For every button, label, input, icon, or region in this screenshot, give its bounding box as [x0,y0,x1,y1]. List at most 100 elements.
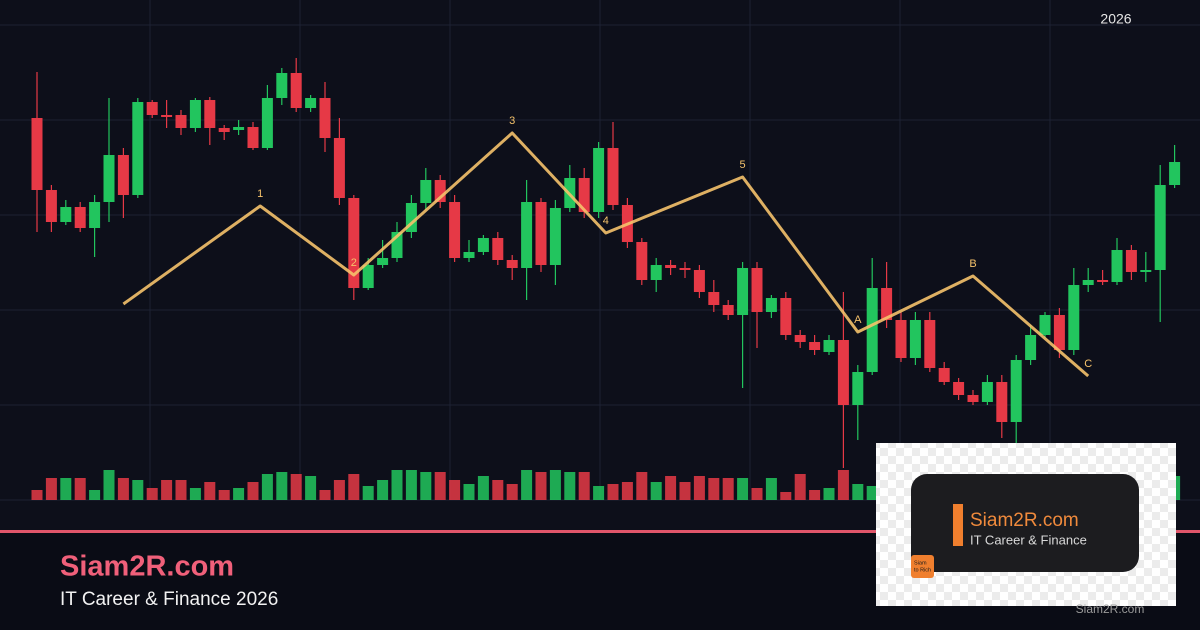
volume-bar [823,488,835,500]
logo-card [911,474,1139,572]
volume-bar [737,478,749,500]
volume-bar [506,484,518,500]
candle-body [146,102,158,115]
volume-bar [45,478,57,500]
candle-body [233,127,245,130]
candle-body [477,238,489,252]
volume-bar [765,478,777,500]
candle-body [794,335,806,342]
volume-bar [305,476,317,500]
candle-body [449,202,461,258]
candle-body [837,340,849,405]
candle-body [852,372,864,405]
logo-badge-line: Siam [914,560,927,566]
volume-bar [866,486,878,500]
wave-label: 2 [351,257,357,269]
candle-body [521,202,533,268]
volume-bar [477,476,489,500]
volume-bar [693,476,705,500]
candle-body [549,208,561,265]
candle-body [938,368,950,382]
candle-body [593,148,605,212]
candle-body [823,340,835,352]
candle-body [348,198,360,288]
candle-body [89,202,101,228]
candle-body [204,100,216,128]
candle-body [290,73,302,108]
footer-subtitle: IT Career & Finance 2026 [60,589,278,610]
candle-body [132,102,144,195]
candle-body [650,265,662,280]
candle-body [60,207,72,222]
volume-bar [161,480,173,500]
candle-body [578,178,590,212]
wave-label: A [854,314,862,326]
volume-bar [319,490,331,500]
candle-body [809,342,821,350]
candle-body [967,395,979,402]
wave-label: C [1084,358,1092,370]
wave-label: 1 [257,188,263,200]
candle-body [737,268,749,315]
candle-body [953,382,965,395]
wave-line [122,131,1090,378]
candle-body [506,260,518,268]
candle-body [45,190,57,222]
candle-body [1111,250,1123,282]
candle-body [1068,285,1080,350]
candle-body [607,148,619,205]
volume-bar [794,474,806,500]
volume-bar [837,470,849,500]
logo-badge-line: to Rich [914,567,931,573]
logo-bar [953,504,963,546]
candle-body [161,115,173,117]
candle-body [693,270,705,292]
volume-bar [362,486,374,500]
candle-body [1169,162,1181,185]
volume-bar [247,482,259,500]
volume-bar [578,472,590,500]
candle-body [103,155,115,202]
volume-bar [405,470,417,500]
volume-bar [722,478,734,500]
volume-bar [290,474,302,500]
volume-bar [261,474,273,500]
candle-body [377,258,389,265]
volume-bar [233,488,245,500]
volume-bar [175,480,187,500]
volume-bar [621,482,633,500]
volume-bar [420,472,432,500]
volume-bar [146,488,158,500]
candle-body [463,252,475,258]
volume-bar [492,480,504,500]
volume-bar [521,470,533,500]
candle-body [405,203,417,232]
candle-body [895,320,907,358]
volume-bar [391,470,403,500]
candle-body [175,115,187,128]
logo: Siam2R.com IT Career & Finance Siam to R… [876,443,1176,606]
candle-body [881,288,893,320]
wave-label: 4 [603,215,609,227]
candle-body [924,320,936,368]
logo-title: Siam2R.com [970,510,1079,531]
candle-body [708,292,720,305]
candle-body [996,382,1008,422]
volume-bar [89,490,101,500]
candle-body [74,207,86,228]
candle-body [765,298,777,312]
volume-bar [636,472,648,500]
logo-badge [911,555,934,578]
wave-label: 5 [740,159,746,171]
year: 2026 [1100,11,1131,27]
candle-body [391,232,403,258]
candle-body [1125,250,1137,272]
candle-body [420,180,432,203]
volume-bar [665,476,677,500]
volume-bar [564,472,576,500]
candle-body [247,127,259,148]
wave-label: B [969,258,976,270]
volume-bar [204,482,216,500]
footer-title: Siam2R.com [60,551,234,583]
